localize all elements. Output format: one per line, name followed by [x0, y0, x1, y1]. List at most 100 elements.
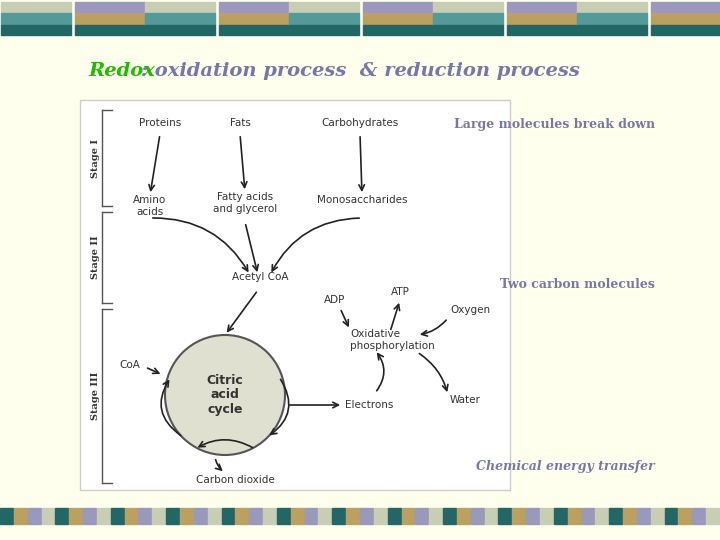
Bar [75, 25, 145, 35]
Bar [471, 508, 484, 524]
Bar [1, 2, 71, 13]
Bar [125, 508, 138, 524]
Text: Proteins: Proteins [139, 118, 181, 128]
Bar [498, 508, 511, 524]
Bar [651, 25, 720, 35]
Bar [318, 508, 331, 524]
Bar [554, 508, 567, 524]
Bar [291, 508, 304, 524]
Bar [145, 2, 215, 13]
Bar [194, 508, 207, 524]
Text: Monosaccharides: Monosaccharides [317, 195, 408, 205]
Text: Fats: Fats [230, 118, 251, 128]
Bar [289, 25, 359, 35]
Bar [1, 13, 71, 25]
Bar [333, 508, 345, 524]
Text: Amino
acids: Amino acids [133, 195, 166, 217]
Text: Redox: Redox [88, 62, 155, 80]
Text: Stage III: Stage III [91, 372, 101, 420]
Bar [219, 13, 289, 25]
Bar [55, 508, 68, 524]
Bar [457, 508, 469, 524]
Text: ADP: ADP [324, 295, 346, 305]
Text: Carbon dioxide: Carbon dioxide [196, 475, 274, 485]
Text: ATP: ATP [390, 287, 410, 297]
Bar [207, 508, 220, 524]
Bar [138, 508, 151, 524]
Text: Fatty acids
and glycerol: Fatty acids and glycerol [213, 192, 277, 214]
Bar [263, 508, 276, 524]
Bar [526, 508, 539, 524]
Bar [402, 508, 415, 524]
Bar [582, 508, 595, 524]
Text: Oxidative
phosphorylation: Oxidative phosphorylation [350, 329, 435, 351]
Bar [222, 508, 235, 524]
Bar [363, 13, 433, 25]
Bar [577, 13, 647, 25]
Bar [360, 508, 373, 524]
Text: CoA: CoA [120, 360, 140, 370]
Bar [219, 2, 289, 13]
Bar [289, 2, 359, 13]
Bar [80, 100, 510, 490]
Text: Large molecules break down: Large molecules break down [454, 118, 655, 131]
Bar [27, 508, 40, 524]
Bar [507, 25, 577, 35]
Bar [305, 508, 318, 524]
Bar [289, 13, 359, 25]
Bar [595, 508, 608, 524]
Bar [75, 13, 145, 25]
Text: Chemical energy transfer: Chemical energy transfer [476, 460, 655, 473]
Bar [42, 508, 55, 524]
Text: Water: Water [450, 395, 481, 405]
Bar [433, 25, 503, 35]
Bar [609, 508, 622, 524]
Bar [277, 508, 289, 524]
Bar [651, 508, 664, 524]
Bar [429, 508, 442, 524]
Bar [75, 2, 145, 13]
Bar [374, 508, 387, 524]
Bar [249, 508, 262, 524]
Bar [235, 508, 248, 524]
Bar [145, 25, 215, 35]
Text: Electrons: Electrons [345, 400, 393, 410]
Bar [14, 508, 27, 524]
Circle shape [165, 335, 285, 455]
Bar [0, 508, 13, 524]
Bar [83, 508, 96, 524]
Bar [363, 25, 433, 35]
Bar [111, 508, 124, 524]
Text: Oxygen: Oxygen [450, 305, 490, 315]
Bar [1, 25, 71, 35]
Text: Carbohydrates: Carbohydrates [321, 118, 399, 128]
Text: : oxidation process  & reduction process: : oxidation process & reduction process [134, 62, 580, 80]
Bar [433, 13, 503, 25]
Bar [485, 508, 498, 524]
Bar [145, 13, 215, 25]
Bar [507, 2, 577, 13]
Text: Citric
acid
cycle: Citric acid cycle [207, 374, 243, 416]
Bar [153, 508, 165, 524]
Bar [166, 508, 179, 524]
Bar [97, 508, 109, 524]
Bar [69, 508, 82, 524]
Bar [387, 508, 400, 524]
Bar [693, 508, 705, 524]
Text: Stage I: Stage I [91, 138, 101, 178]
Bar [346, 508, 359, 524]
Bar [623, 508, 636, 524]
Bar [507, 13, 577, 25]
Text: Two carbon molecules: Two carbon molecules [500, 278, 655, 291]
Text: Acetyl CoA: Acetyl CoA [232, 272, 288, 282]
Bar [577, 2, 647, 13]
Bar [665, 508, 678, 524]
Text: Stage II: Stage II [91, 235, 101, 279]
Bar [678, 508, 691, 524]
Bar [651, 13, 720, 25]
Bar [443, 508, 456, 524]
Bar [577, 25, 647, 35]
Bar [180, 508, 193, 524]
Bar [651, 2, 720, 13]
Bar [415, 508, 428, 524]
